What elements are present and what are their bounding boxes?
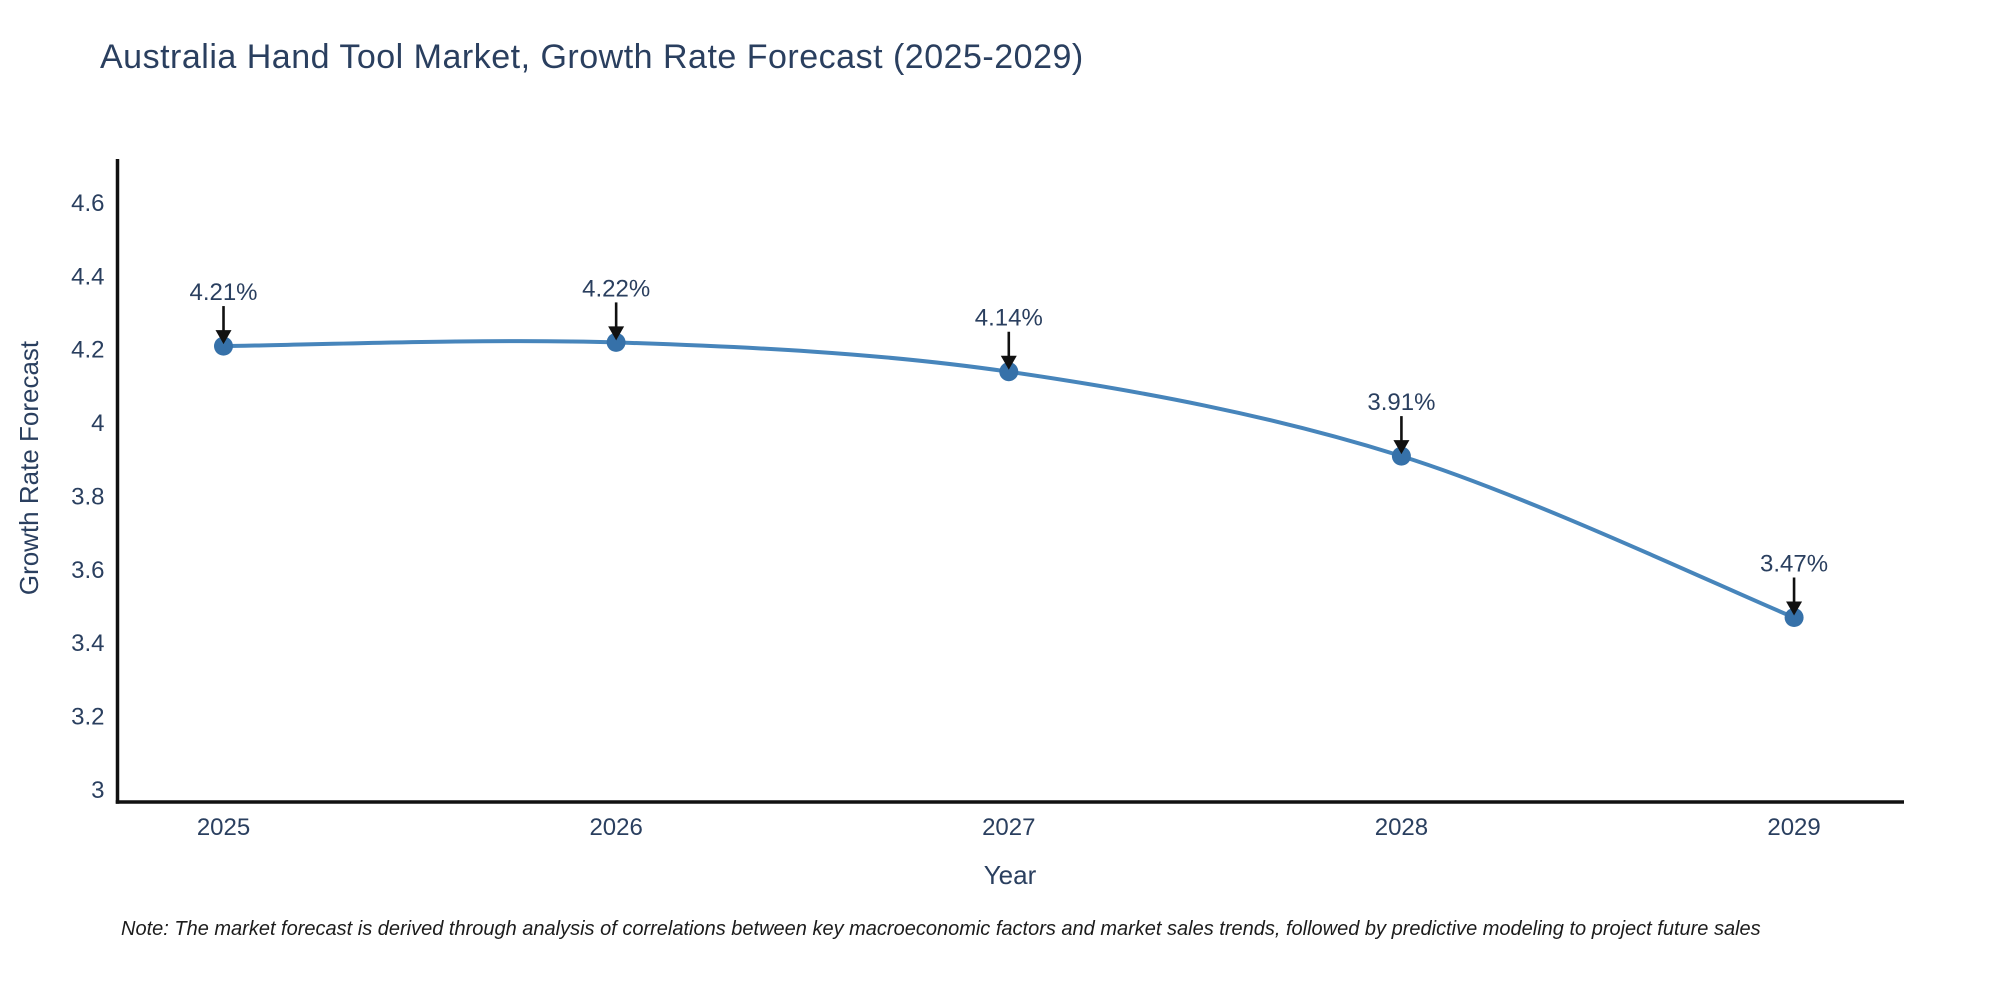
data-point-marker bbox=[214, 336, 233, 356]
annotation-label: 3.47% bbox=[1760, 550, 1828, 577]
series-layer bbox=[214, 332, 1804, 627]
x-tick-label: 2027 bbox=[982, 814, 1035, 841]
y-tick-label: 3 bbox=[91, 777, 104, 804]
y-tick-label: 4.4 bbox=[71, 263, 104, 290]
y-tick-label: 4.2 bbox=[71, 337, 104, 364]
y-tick-label: 3.6 bbox=[71, 557, 104, 584]
data-point-marker bbox=[999, 362, 1019, 382]
y-tick-label: 4 bbox=[91, 410, 104, 437]
y-axis-title: Growth Rate Forecast bbox=[14, 340, 44, 595]
chart-title: Australia Hand Tool Market, Growth Rate … bbox=[100, 38, 1084, 76]
x-tick-label: 2025 bbox=[197, 814, 250, 841]
series-line bbox=[221, 339, 1797, 620]
x-tick-label: 2029 bbox=[1767, 814, 1820, 841]
y-tick-label: 4.6 bbox=[71, 190, 104, 217]
annotation-label: 4.21% bbox=[189, 279, 257, 306]
annotation-arrow-head bbox=[1000, 355, 1017, 370]
annotation-label: 4.14% bbox=[975, 305, 1043, 332]
axes-layer: 3 3.2 3.4 3.6 3.8 4 4.2 4.4 4.6 2025 2026 2027 2028 2… bbox=[71, 159, 1904, 841]
annotation-label: 3.91% bbox=[1367, 389, 1435, 416]
data-point-marker bbox=[1391, 446, 1411, 466]
annotation-arrow-head bbox=[1786, 601, 1803, 616]
x-tick-label: 2028 bbox=[1375, 814, 1428, 841]
data-point-marker bbox=[606, 332, 626, 352]
annotation-arrow-head bbox=[608, 326, 625, 341]
x-axis-title: Year bbox=[984, 860, 1037, 890]
y-tick-label: 3.8 bbox=[71, 483, 104, 510]
data-point-marker bbox=[1784, 608, 1804, 627]
annotation-arrow-head bbox=[1393, 440, 1410, 455]
annotation-layer: 4.21% 4.22% 4.14% 3.91% 3.47% bbox=[189, 275, 1828, 616]
annotation-arrow-head bbox=[215, 330, 232, 345]
annotation-label: 4.22% bbox=[582, 275, 650, 302]
footnote: Note: The market forecast is derived thr… bbox=[121, 918, 1761, 940]
x-tick-label: 2026 bbox=[589, 814, 642, 841]
y-tick-label: 3.2 bbox=[71, 704, 104, 731]
y-tick-label: 3.4 bbox=[71, 630, 104, 657]
